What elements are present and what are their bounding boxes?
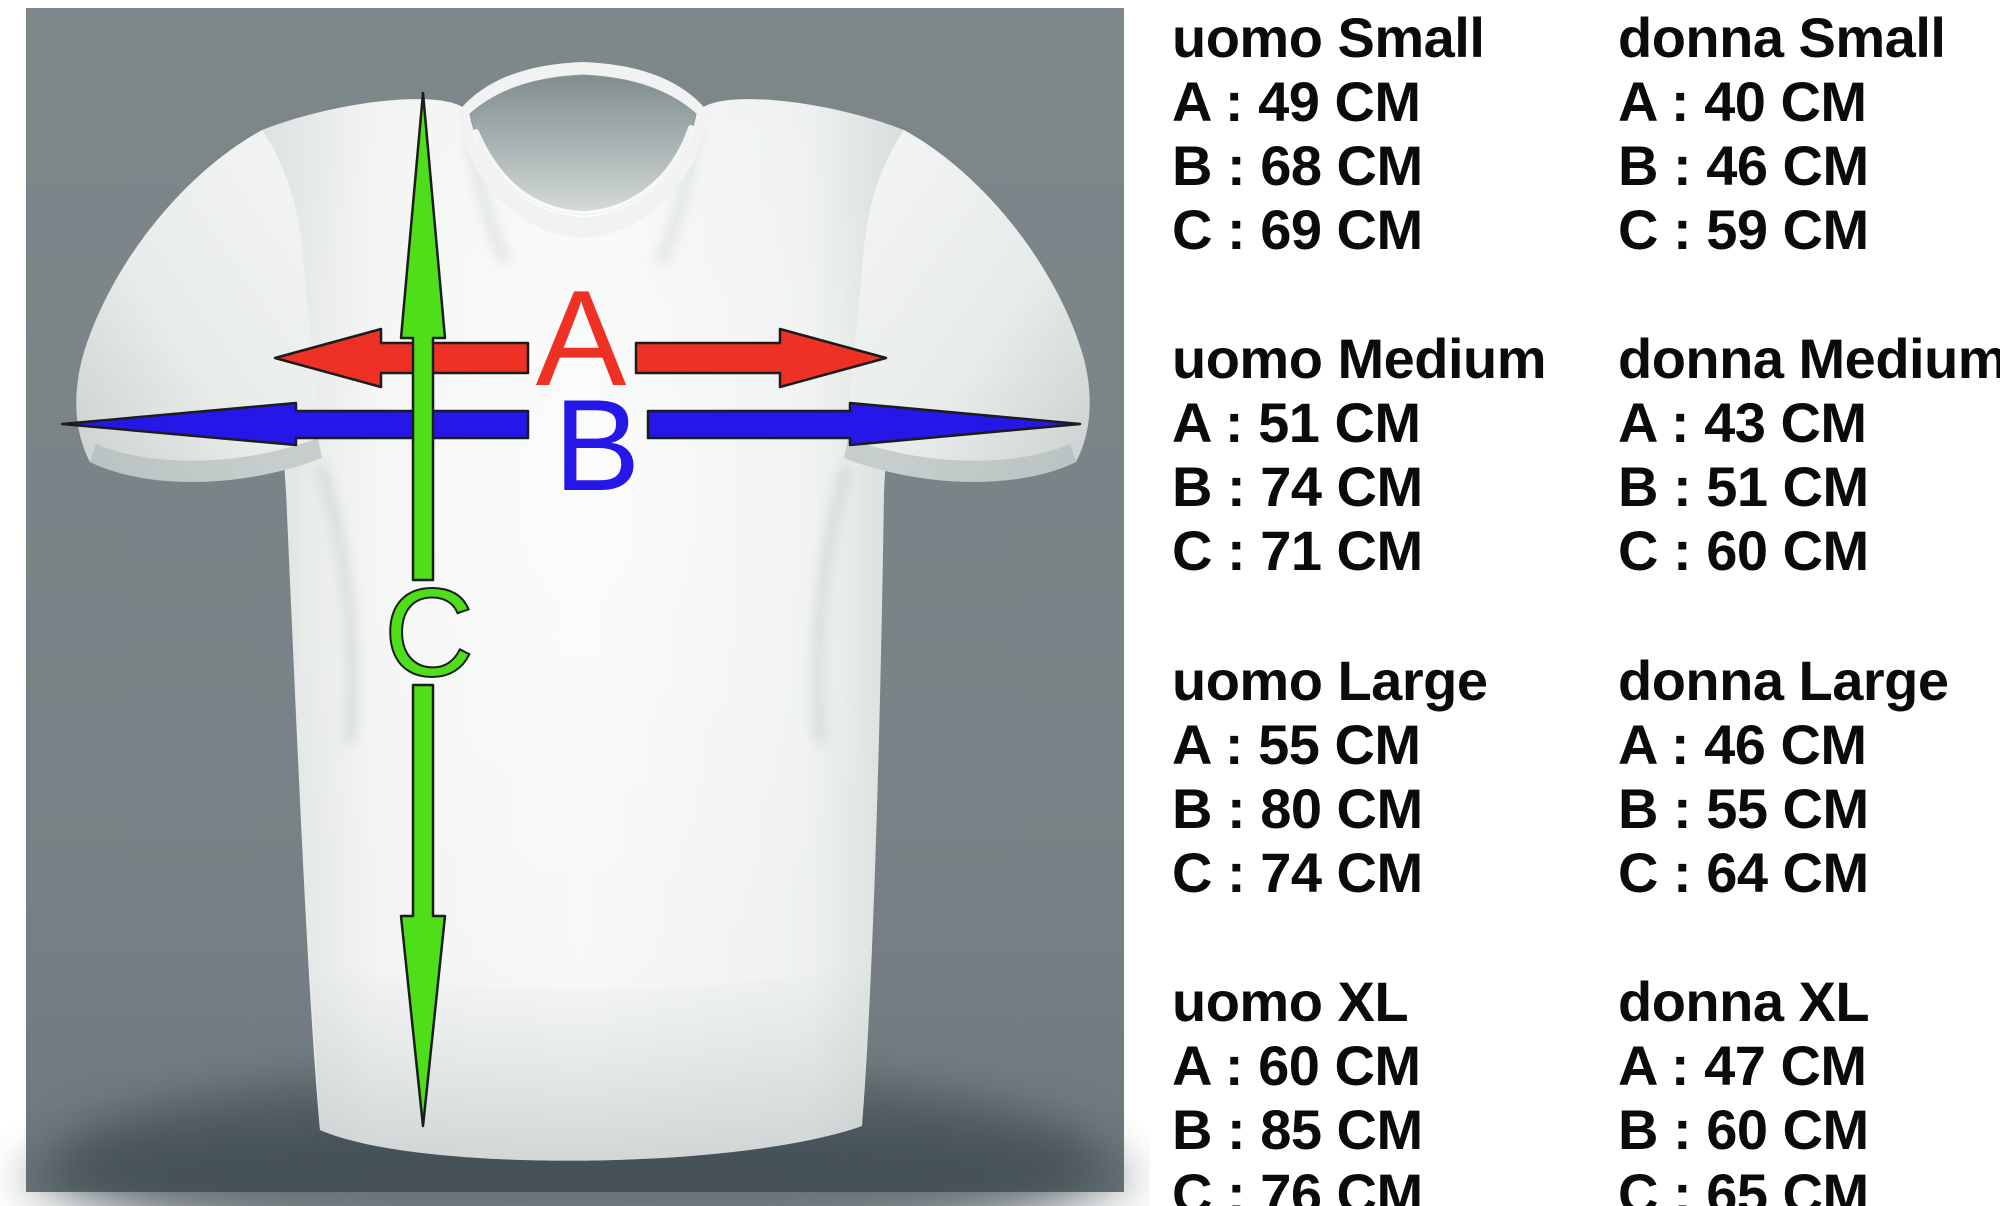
size-title: uomo XL xyxy=(1172,970,1409,1033)
measure-line-a: A : 46 CM xyxy=(1618,713,1867,776)
length-arrow-c-bottom xyxy=(399,683,447,1128)
shirt-chest-highlight xyxy=(300,120,860,1020)
chest-arrow-b xyxy=(60,401,1082,447)
shirt-sleeve-left xyxy=(76,130,323,482)
size-block-donna-medium: donna Medium A : 43 CM B : 51 CM C : 60 … xyxy=(1618,327,2000,583)
sleeve-left-edge-shade xyxy=(90,438,322,482)
shirt-floor-shadow-2 xyxy=(18,1120,1138,1206)
measure-line-b: B : 80 CM xyxy=(1172,777,1423,840)
letter-c-label: C xyxy=(384,564,474,703)
measure-line-b: B : 55 CM xyxy=(1618,777,1869,840)
shirt-sleeve-right xyxy=(844,130,1090,482)
letter-a-label: A xyxy=(536,262,627,414)
shirt-hem-shade xyxy=(310,960,872,1161)
measure-line-b: B : 46 CM xyxy=(1618,134,1869,197)
size-title: donna Small xyxy=(1618,6,1946,69)
size-block-donna-small: donna Small A : 40 CM B : 46 CM C : 59 C… xyxy=(1618,6,1946,262)
measure-line-c: C : 69 CM xyxy=(1172,198,1423,261)
length-arrow-c-top xyxy=(399,91,447,582)
size-block-donna-xl: donna XL A : 47 CM B : 60 CM C : 65 CM xyxy=(1618,970,1870,1206)
measure-line-c: C : 59 CM xyxy=(1618,198,1869,261)
measure-line-a: A : 47 CM xyxy=(1618,1034,1867,1097)
measure-line-a: A : 40 CM xyxy=(1618,70,1867,133)
measure-line-b: B : 85 CM xyxy=(1172,1098,1423,1161)
tshirt-measurement-diagram: A B C xyxy=(18,8,1138,1206)
measure-line-b: B : 74 CM xyxy=(1172,455,1423,518)
measure-line-a: A : 55 CM xyxy=(1172,713,1421,776)
size-block-uomo-medium: uomo Medium A : 51 CM B : 74 CM C : 71 C… xyxy=(1172,327,1547,583)
measure-line-c: C : 65 CM xyxy=(1618,1162,1869,1206)
size-title: uomo Small xyxy=(1172,6,1485,69)
shirt-collar-inner-highlight xyxy=(473,125,694,218)
size-title: uomo Medium xyxy=(1172,327,1547,390)
size-block-uomo-xl: uomo XL A : 60 CM B : 85 CM C : 76 CM xyxy=(1172,970,1423,1206)
measure-line-a: A : 43 CM xyxy=(1618,391,1867,454)
measure-line-c: C : 74 CM xyxy=(1172,841,1423,904)
measure-line-b: B : 68 CM xyxy=(1172,134,1423,197)
measure-line-c: C : 60 CM xyxy=(1618,519,1869,582)
size-title: uomo Large xyxy=(1172,649,1488,712)
size-title: donna XL xyxy=(1618,970,1870,1033)
size-block-donna-large: donna Large A : 46 CM B : 55 CM C : 64 C… xyxy=(1618,649,1949,905)
measure-line-a: A : 51 CM xyxy=(1172,391,1421,454)
size-block-uomo-large: uomo Large A : 55 CM B : 80 CM C : 74 CM xyxy=(1172,649,1488,905)
letter-b-label: B xyxy=(554,372,641,518)
sleeve-right-edge-shade xyxy=(844,438,1076,482)
width-arrow-a-right xyxy=(634,327,888,389)
measure-line-a: A : 60 CM xyxy=(1172,1034,1421,1097)
length-arrow-c xyxy=(399,91,447,1128)
measure-line-b: B : 51 CM xyxy=(1618,455,1869,518)
width-arrow-a-left xyxy=(273,327,530,389)
chest-arrow-b-left xyxy=(60,401,530,447)
measure-line-c: C : 76 CM xyxy=(1172,1162,1423,1206)
measure-line-c: C : 64 CM xyxy=(1618,841,1869,904)
measure-line-a: A : 49 CM xyxy=(1172,70,1421,133)
size-title: donna Large xyxy=(1618,649,1949,712)
width-arrow-a xyxy=(273,327,888,389)
measure-line-b: B : 60 CM xyxy=(1618,1098,1869,1161)
chest-arrow-b-right xyxy=(646,401,1082,447)
measure-line-c: C : 71 CM xyxy=(1172,519,1423,582)
size-block-uomo-small: uomo Small A : 49 CM B : 68 CM C : 69 CM xyxy=(1172,6,1485,262)
size-title: donna Medium xyxy=(1618,327,2000,390)
